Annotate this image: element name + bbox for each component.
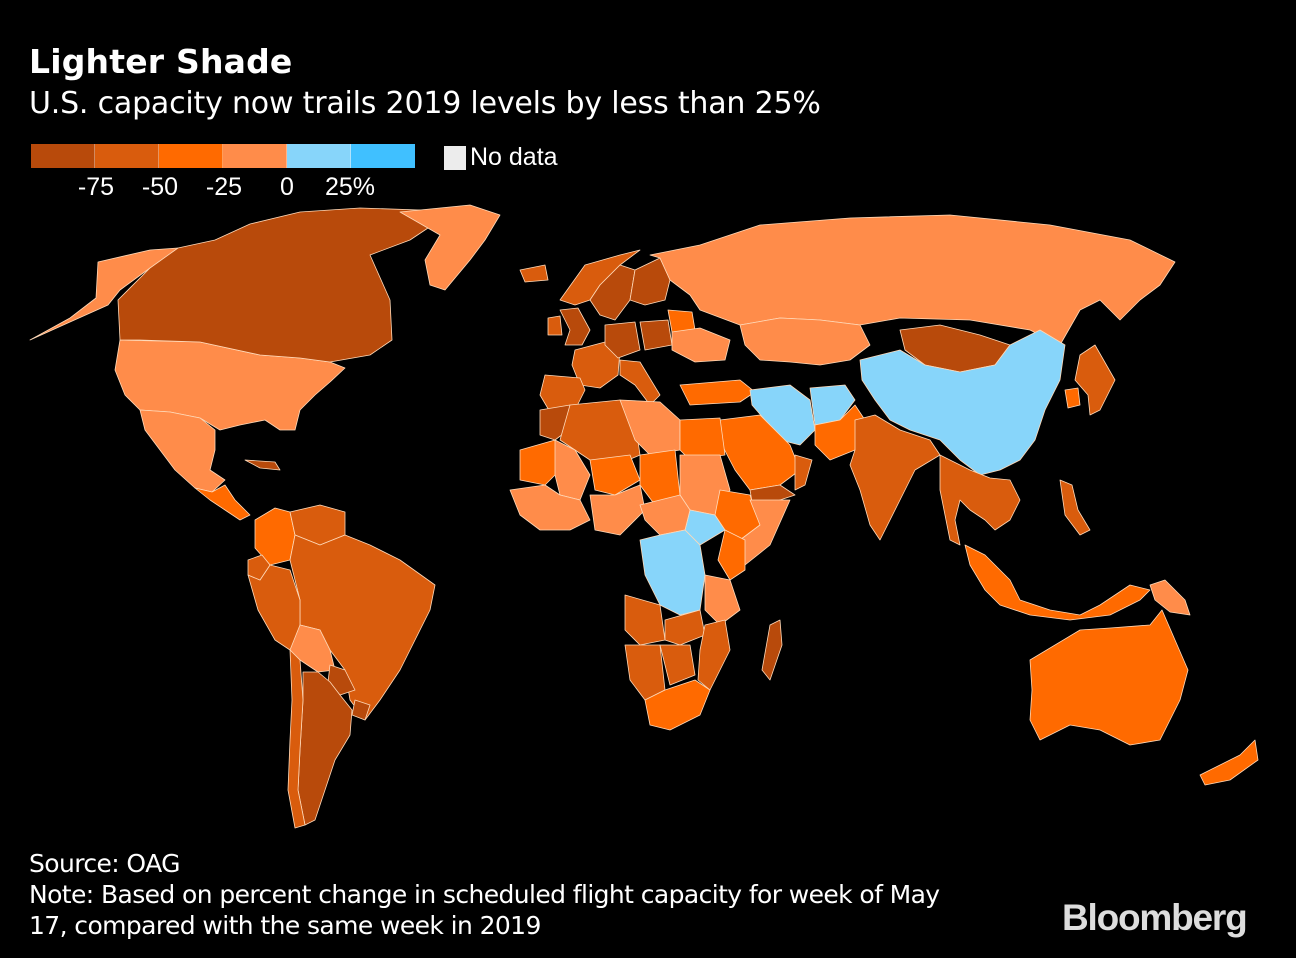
methodology-note-line1: Note: Based on percent change in schedul… — [29, 880, 940, 909]
region-cuba: Cuba: -100 to -75% — [244, 459, 281, 471]
region-angola: Angola: -75 to -50% — [624, 594, 666, 646]
region-southeast-asia-mainland: Southeast Asia mainland: -75 to -50% — [939, 454, 1021, 546]
region-iran: Iran: 0 to 25% — [749, 384, 816, 446]
region-australia: Australia: -50 to -25% — [1029, 609, 1189, 746]
no-data-swatch — [444, 145, 466, 170]
region-china: China: 0 to 25% — [859, 329, 1066, 476]
legend-tick: 25% — [324, 173, 376, 201]
region-italy: Italy: -75 to -50% — [619, 359, 661, 406]
region-south-korea: South Korea: -50 to -25% — [1064, 387, 1081, 409]
region-argentina: Argentina: -100 to -75% — [297, 671, 353, 826]
legend-swatch — [159, 144, 223, 168]
legend-swatch — [351, 144, 415, 168]
legend-tick: -75 — [77, 173, 115, 201]
region-central-america: Central America: -50 to -25% — [194, 484, 251, 521]
region-botswana: Botswana: -75 to -50% — [659, 644, 696, 686]
legend-swatch — [31, 144, 95, 168]
footer: Source: OAG Note: Based on percent chang… — [29, 848, 940, 941]
region-indonesia: Indonesia: -50 to -25% — [964, 544, 1151, 621]
region-russia: Russia: -25 to 0% — [649, 214, 1176, 346]
region-ireland: Ireland: -75 to -50% — [547, 315, 563, 336]
chart-subtitle: U.S. capacity now trails 2019 levels by … — [29, 86, 821, 121]
source-note: Source: OAG — [29, 849, 181, 878]
region-egypt: Egypt: -50 to -25% — [679, 417, 726, 461]
legend-swatch — [287, 144, 351, 168]
legend-swatch — [95, 144, 159, 168]
bloomberg-logo: Bloomberg — [1062, 897, 1248, 938]
region-kazakhstan: Kazakhstan: -25 to 0% — [739, 317, 871, 366]
region-oman: Oman: -75 to -50% — [794, 454, 813, 491]
no-data-label: No data — [470, 143, 558, 171]
region-ecuador: Ecuador: -75 to -50% — [247, 554, 271, 581]
region-dr-congo: DR Congo: 0 to 25% — [639, 529, 706, 616]
region-west-africa-coast: West Africa coast: -25 to 0% — [509, 484, 591, 531]
region-mauritania: Mauritania: -50 to -25% — [519, 439, 561, 486]
region-iceland: Iceland: -75 to -50% — [519, 264, 549, 283]
chart-title: Lighter Shade — [29, 42, 293, 81]
region-philippines: Philippines: -75 to -50% — [1059, 479, 1091, 536]
region-germany: Germany: -100 to -75% — [604, 321, 641, 359]
region-canada: Canada: -100 to -75% — [117, 207, 441, 363]
region-papua-new-guinea: Papua New Guinea: -25 to 0% — [1149, 579, 1191, 616]
region-greenland: Greenland: -25 to 0% — [399, 204, 501, 291]
region-south-africa: South Africa: -50 to -25% — [644, 679, 711, 731]
region-belarus: Belarus: -50 to -25% — [667, 309, 696, 333]
legend-tick: -25 — [205, 173, 243, 201]
no-data-legend: No data — [444, 143, 558, 172]
region-tanzania: Tanzania: -25 to 0% — [704, 574, 741, 626]
region-paraguay: Paraguay: -100 to -75% — [327, 664, 356, 696]
region-kenya: Kenya: -50 to -25% — [717, 529, 746, 581]
region-turkey: Turkey: -50 to -25% — [679, 379, 756, 406]
region-new-zealand: New Zealand: -50 to -25% — [1199, 739, 1259, 786]
region-zambia: Zambia: -75 to -50% — [664, 609, 706, 646]
region-united-kingdom: United Kingdom: -100 to -75% — [559, 307, 591, 346]
legend-tick: 0 — [280, 173, 294, 201]
region-afghanistan: Afghanistan: 0 to 25% — [809, 384, 856, 426]
world-map: United States: -25 to 0%Alaska (U.S.): -… — [29, 204, 1259, 829]
legend-swatch — [223, 144, 287, 168]
region-mexico: Mexico: -25 to 0% — [139, 409, 226, 493]
region-central-african-republic: Central African Republic: -25 to 0% — [639, 494, 691, 536]
region-uruguay: Uruguay: -100 to -75% — [351, 699, 371, 721]
region-madagascar: Madagascar: -100 to -75% — [761, 619, 783, 681]
region-japan: Japan: -75 to -50% — [1074, 344, 1116, 416]
region-india: India: -75 to -50% — [849, 414, 941, 541]
region-niger: Niger: -50 to -25% — [589, 454, 641, 496]
region-chile: Chile: -75 to -50% — [287, 649, 306, 829]
methodology-note-line2: 17, compared with the same week in 2019 — [29, 911, 541, 940]
region-poland: Poland: -100 to -75% — [639, 319, 673, 351]
region-namibia: Namibia: -75 to -50% — [624, 644, 666, 701]
color-legend — [31, 144, 415, 168]
legend-tick: -50 — [141, 173, 179, 201]
region-ukraine: Ukraine: -25 to 0% — [671, 327, 731, 363]
